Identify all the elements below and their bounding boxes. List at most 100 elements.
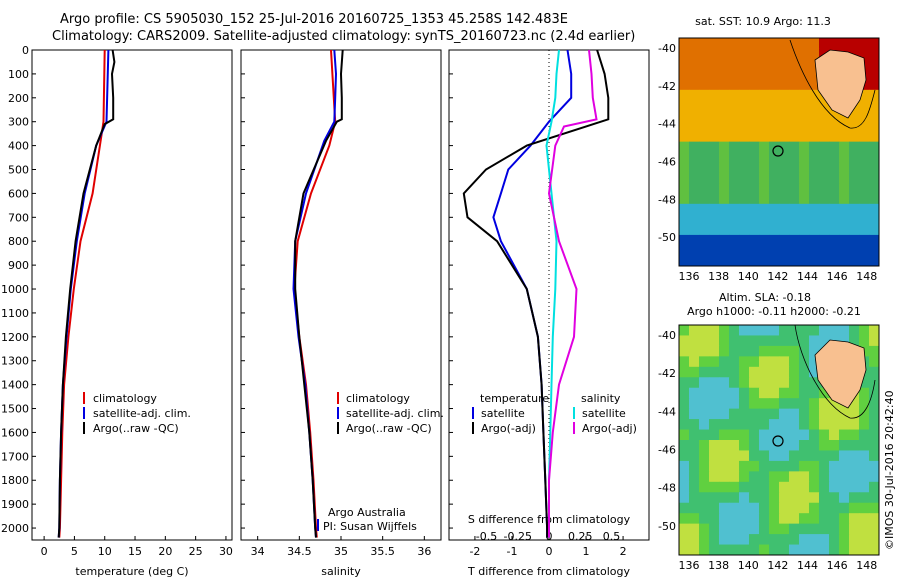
heatmap-cell — [859, 429, 870, 441]
heatmap-cell — [859, 440, 870, 451]
heatmap-cell — [679, 152, 690, 163]
heatmap-cell — [809, 38, 820, 49]
heatmap-cell — [829, 440, 840, 451]
heatmap-cell — [799, 356, 810, 368]
heatmap-cell — [729, 429, 740, 441]
heatmap-cell — [779, 131, 790, 143]
heatmap-cell — [849, 398, 860, 410]
heatmap-cell — [719, 79, 730, 91]
heatmap-cell — [799, 492, 810, 504]
heatmap-cell — [699, 502, 710, 514]
heatmap-cell — [789, 544, 800, 556]
heatmap-cell — [719, 356, 730, 368]
heatmap-cell — [829, 419, 840, 431]
heatmap-cell — [679, 110, 690, 122]
y-tick-label: 500 — [8, 164, 29, 177]
heatmap-cell — [749, 429, 760, 441]
heatmap-cell — [769, 58, 780, 70]
heatmap-cell — [839, 471, 850, 483]
heatmap-cell — [679, 481, 690, 493]
heatmap-cell — [859, 387, 870, 399]
heatmap-cell — [689, 214, 700, 226]
heatmap-cell — [819, 255, 830, 267]
heatmap-cell — [859, 162, 870, 174]
heatmap-cell — [779, 89, 790, 101]
heatmap-cell — [709, 471, 720, 483]
y-tick-label: 100 — [8, 68, 29, 81]
y-tick-label: 700 — [8, 211, 29, 224]
y-tick-label: 0 — [22, 44, 29, 57]
heatmap-cell — [749, 492, 760, 504]
heatmap-cell — [679, 141, 690, 153]
heatmap-cell — [739, 172, 750, 184]
heatmap-cell — [869, 366, 880, 378]
heatmap-cell — [719, 377, 730, 389]
heatmap-cell — [809, 69, 820, 80]
heatmap-cell — [779, 255, 790, 267]
heatmap-cell — [689, 141, 700, 153]
heatmap-cell — [729, 141, 740, 153]
heatmap-cell — [749, 100, 760, 112]
heatmap-cell — [869, 513, 880, 525]
heatmap-cell — [689, 471, 700, 483]
heatmap-cell — [839, 162, 850, 174]
heatmap-cell — [789, 356, 800, 368]
heatmap-cell — [769, 131, 780, 143]
heatmap-cell — [729, 492, 740, 504]
heatmap-cell — [769, 523, 780, 535]
heatmap-cell — [679, 377, 690, 389]
heatmap-cell — [799, 471, 810, 483]
heatmap-cell — [779, 203, 790, 215]
heatmap-cell — [799, 38, 810, 49]
heatmap-cell — [839, 440, 850, 451]
heatmap-cell — [769, 502, 780, 514]
heatmap-cell — [789, 523, 800, 535]
heatmap-cell — [689, 120, 700, 132]
heatmap-cell — [679, 224, 690, 236]
heatmap-cell — [809, 387, 820, 399]
heatmap-cell — [809, 172, 820, 184]
salinity-legend: climatology satellite-adj. clim. Argo(..… — [317, 392, 444, 533]
heatmap-cell — [749, 471, 760, 483]
heatmap-cell — [739, 325, 750, 336]
heatmap-cell — [839, 131, 850, 143]
heatmap-cell — [709, 110, 720, 122]
heatmap-cell — [809, 440, 820, 451]
heatmap-cell — [739, 110, 750, 122]
heatmap-cell — [729, 214, 740, 226]
heatmap-cell — [779, 492, 790, 504]
heatmap-cell — [789, 408, 800, 420]
heatmap-cell — [709, 162, 720, 174]
heatmap-cell — [849, 110, 860, 122]
heatmap-cell — [809, 513, 820, 525]
heatmap-cell — [799, 183, 810, 194]
heatmap-cell — [759, 366, 770, 378]
heatmap-cell — [809, 544, 820, 556]
heatmap-cell — [859, 224, 870, 236]
heatmap-cell — [709, 141, 720, 153]
heatmap-cell — [869, 120, 880, 132]
heatmap-cell — [789, 471, 800, 483]
heatmap-cell — [719, 523, 730, 535]
heatmap-cell — [739, 100, 750, 112]
heatmap-cell — [699, 481, 710, 493]
heatmap-cell — [719, 335, 730, 347]
heatmap-cell — [849, 534, 860, 546]
heatmap-cell — [819, 100, 830, 112]
heatmap-cell — [839, 234, 850, 246]
heatmap-cell — [809, 224, 820, 236]
heatmap-cell — [829, 110, 840, 122]
heatmap-cell — [709, 450, 720, 462]
heatmap-cell — [699, 440, 710, 451]
heatmap-cell — [869, 172, 880, 184]
heatmap-cell — [809, 471, 820, 483]
heatmap-cell — [819, 492, 830, 504]
heatmap-cell — [869, 481, 880, 493]
heatmap-cell — [729, 335, 740, 347]
heatmap-cell — [829, 429, 840, 441]
heatmap-cell — [679, 89, 690, 101]
heatmap-cell — [729, 38, 740, 49]
heatmap-cell — [699, 325, 710, 336]
heatmap-cell — [759, 214, 770, 226]
heatmap-cell — [679, 460, 690, 472]
